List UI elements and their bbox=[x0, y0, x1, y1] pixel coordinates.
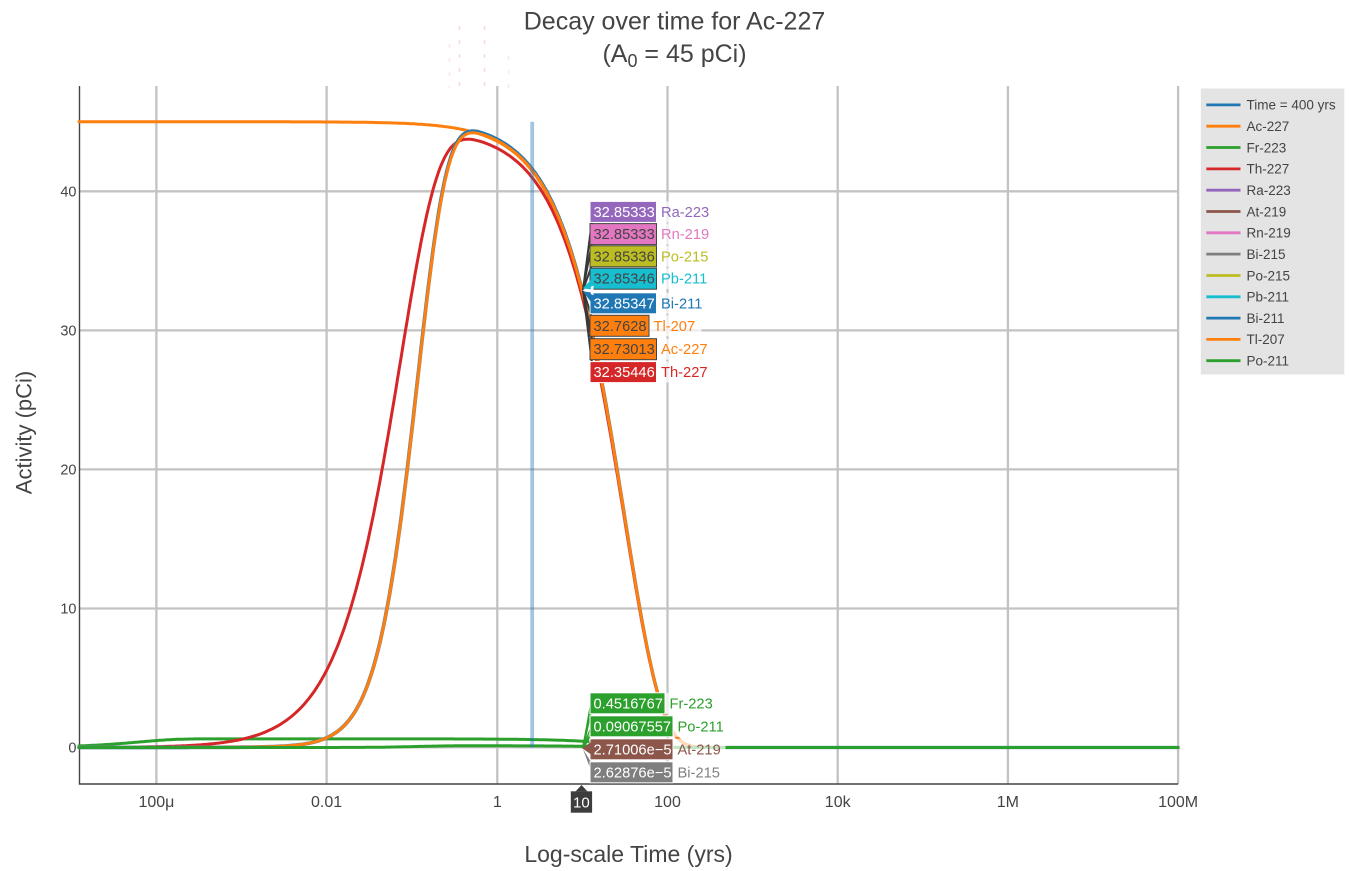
svg-text:32.85347: 32.85347 bbox=[594, 296, 655, 312]
svg-text:Po-215: Po-215 bbox=[1247, 268, 1291, 283]
svg-text:Bi-215: Bi-215 bbox=[678, 765, 720, 781]
svg-text:At-219: At-219 bbox=[1247, 204, 1287, 219]
svg-text:0.01: 0.01 bbox=[311, 794, 342, 811]
svg-text:Bi-211: Bi-211 bbox=[1247, 311, 1285, 326]
svg-text:Th-227: Th-227 bbox=[661, 365, 708, 381]
svg-text:40: 40 bbox=[60, 184, 76, 200]
svg-text:Ac-227: Ac-227 bbox=[661, 342, 708, 358]
svg-text:Decay over time for Ac-227: Decay over time for Ac-227 bbox=[524, 8, 826, 36]
svg-text:32.35446: 32.35446 bbox=[594, 365, 655, 381]
svg-text:32.73013: 32.73013 bbox=[594, 342, 655, 358]
svg-text:Po-211: Po-211 bbox=[1247, 354, 1290, 369]
svg-text:100μ: 100μ bbox=[138, 794, 174, 811]
svg-text:Rn-219: Rn-219 bbox=[1247, 226, 1291, 241]
svg-text:Fr-223: Fr-223 bbox=[670, 696, 713, 712]
svg-text:100: 100 bbox=[654, 794, 681, 811]
svg-text:Rn-219: Rn-219 bbox=[661, 227, 709, 243]
svg-text:2.71006e−5: 2.71006e−5 bbox=[594, 742, 672, 758]
svg-text:32.7628: 32.7628 bbox=[594, 319, 647, 335]
svg-text:Ra-223: Ra-223 bbox=[1247, 183, 1291, 198]
svg-text:(A0 = 45 pCi): (A0 = 45 pCi) bbox=[602, 40, 746, 71]
svg-text:Pb-211: Pb-211 bbox=[661, 272, 707, 288]
svg-text:Pb-211: Pb-211 bbox=[1247, 290, 1290, 305]
svg-text:10: 10 bbox=[573, 795, 590, 812]
svg-text:Time = 400 yrs: Time = 400 yrs bbox=[1247, 98, 1336, 113]
svg-text:Fr-223: Fr-223 bbox=[1247, 140, 1287, 155]
svg-text:Ac-227: Ac-227 bbox=[1247, 119, 1290, 134]
svg-text:Tl-207: Tl-207 bbox=[1247, 332, 1285, 347]
svg-text:Po-211: Po-211 bbox=[678, 719, 724, 735]
svg-text:1: 1 bbox=[493, 794, 502, 811]
svg-text:0: 0 bbox=[68, 741, 76, 757]
svg-text:20: 20 bbox=[60, 462, 76, 478]
svg-text:30: 30 bbox=[60, 323, 76, 339]
svg-text:Tl-207: Tl-207 bbox=[654, 319, 696, 335]
svg-text:10: 10 bbox=[60, 602, 76, 618]
svg-text:At-219: At-219 bbox=[678, 742, 721, 758]
svg-text:32.85333: 32.85333 bbox=[594, 205, 655, 221]
svg-text:32.85336: 32.85336 bbox=[594, 249, 655, 265]
svg-text:100M: 100M bbox=[1158, 794, 1198, 811]
svg-text:0.4516767: 0.4516767 bbox=[594, 696, 663, 712]
svg-text:Ra-223: Ra-223 bbox=[661, 205, 709, 221]
svg-text:1M: 1M bbox=[997, 794, 1019, 811]
svg-text:Bi-211: Bi-211 bbox=[661, 296, 702, 312]
svg-text:32.85333: 32.85333 bbox=[594, 227, 655, 243]
svg-text:Po-215: Po-215 bbox=[661, 249, 708, 265]
svg-text:32.85346: 32.85346 bbox=[594, 272, 655, 288]
svg-text:Log-scale Time (yrs): Log-scale Time (yrs) bbox=[524, 841, 732, 867]
svg-text:0.09067557: 0.09067557 bbox=[594, 719, 672, 735]
svg-text:Th-227: Th-227 bbox=[1247, 162, 1290, 177]
svg-text:2.62876e−5: 2.62876e−5 bbox=[594, 765, 672, 781]
svg-text:Bi-215: Bi-215 bbox=[1247, 247, 1286, 262]
svg-text:10k: 10k bbox=[825, 794, 852, 811]
svg-text:Activity (pCi): Activity (pCi) bbox=[12, 371, 37, 494]
